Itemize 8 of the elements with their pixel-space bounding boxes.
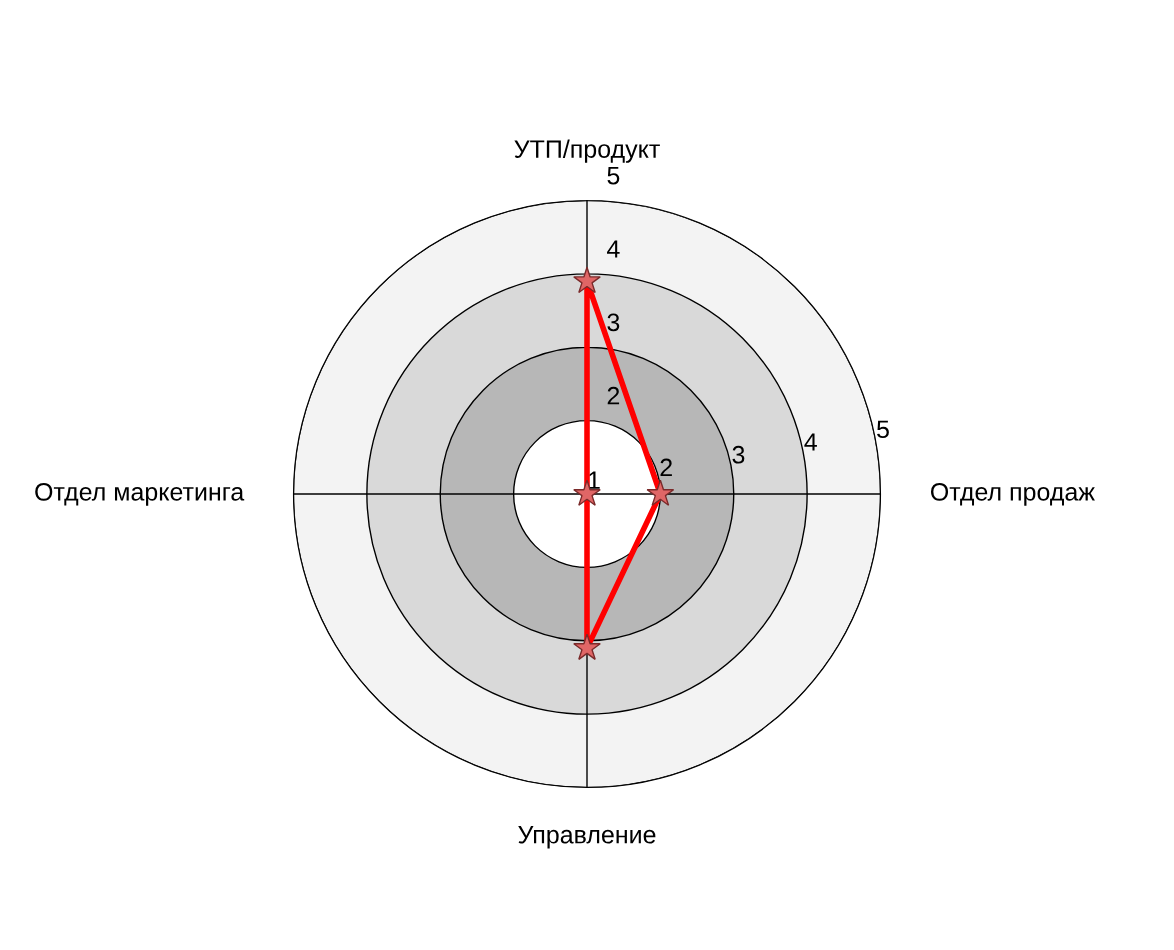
spoke-label: Отдел маркетинга — [35, 483, 245, 506]
text: 2 — [607, 386, 620, 405]
text: 5 — [607, 167, 620, 185]
text: 4 — [607, 240, 620, 258]
text: 3 — [607, 313, 620, 332]
spoke-label: УТП/продукт — [514, 139, 660, 163]
spoke-label: Отдел продаж — [930, 483, 1095, 506]
spoke-label: Управление — [518, 826, 656, 849]
